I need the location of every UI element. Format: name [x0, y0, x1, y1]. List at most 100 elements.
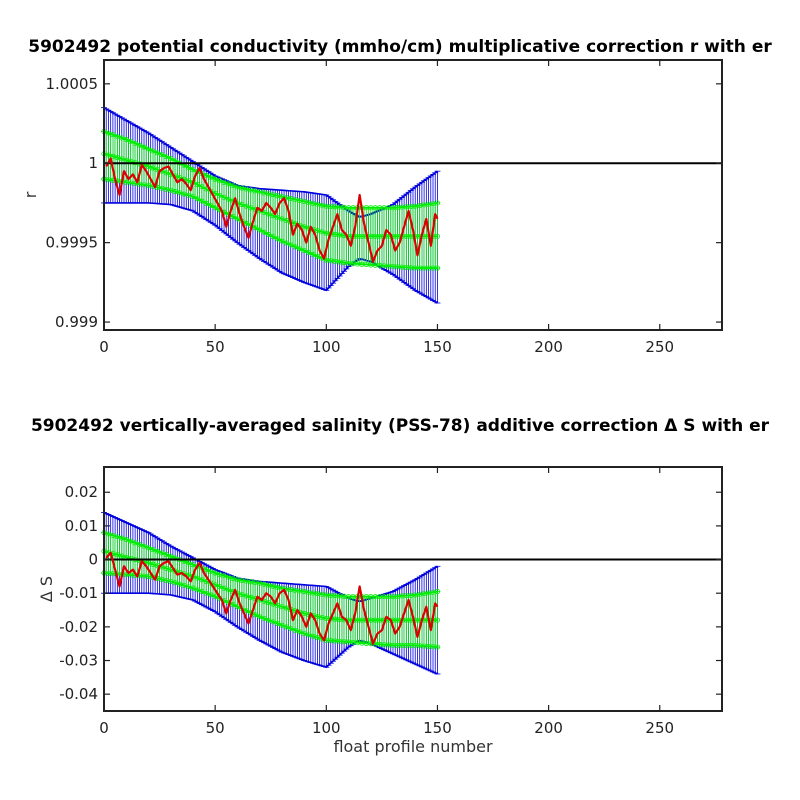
fit-marker	[159, 152, 165, 158]
fit-marker	[185, 164, 192, 170]
fit-marker	[265, 617, 272, 623]
fit-marker	[283, 217, 289, 224]
fit-marker	[168, 578, 174, 585]
fit-marker	[194, 587, 200, 593]
x-axis-label: float profile number	[333, 737, 493, 756]
fit-marker	[243, 593, 249, 599]
fit-marker	[181, 582, 187, 589]
fit-marker	[132, 140, 138, 146]
fit-marker	[283, 624, 289, 630]
fit-marker	[274, 236, 280, 242]
fit-marker	[279, 604, 285, 610]
fit-marker	[145, 545, 152, 551]
x-tick-label: 250	[645, 719, 674, 737]
fit-marker	[190, 585, 196, 591]
fit-marker	[141, 543, 147, 549]
fit-marker	[283, 605, 289, 611]
fit-marker	[270, 234, 276, 240]
fit-marker	[230, 602, 236, 608]
fit-marker	[114, 534, 120, 540]
plot-frame	[103, 466, 723, 712]
x-tick-label: 250	[645, 338, 674, 356]
fit-marker	[128, 138, 134, 144]
fit-marker	[150, 165, 156, 171]
chart-title: 5902492 potential conductivity (mmho/cm)…	[28, 37, 772, 57]
y-tick-label: 0.999	[55, 313, 98, 331]
x-tick-label: 100	[312, 338, 341, 356]
panel-conductivity-correction: 5902492 potential conductivity (mmho/cm)…	[21, 37, 772, 356]
fit-marker	[257, 614, 263, 620]
fit-marker	[105, 531, 112, 537]
fit-marker	[154, 150, 160, 156]
fit-marker	[434, 233, 441, 239]
fit-marker	[297, 629, 303, 635]
y-tick-label: -0.04	[59, 685, 98, 703]
fit-marker	[203, 172, 209, 178]
fit-marker	[216, 583, 223, 590]
outer-error-upper-line	[103, 511, 438, 602]
y-tick-label: 0.02	[65, 483, 98, 501]
fit-marker	[279, 216, 285, 222]
fit-marker	[252, 225, 258, 231]
fit-marker	[301, 630, 307, 637]
x-tick-label: 150	[423, 719, 452, 737]
measured-correction-line	[105, 157, 439, 263]
fit-marker	[154, 548, 160, 554]
fit-marker	[190, 561, 196, 568]
fit-marker	[216, 571, 223, 577]
fit-marker	[434, 588, 441, 595]
fit-marker	[257, 227, 263, 233]
outer-error-lower-line	[104, 202, 438, 304]
y-axis-label: r	[21, 191, 40, 198]
fit-marker	[185, 560, 192, 566]
fit-marker	[243, 203, 249, 209]
fit-marker	[119, 535, 125, 541]
fit-marker	[203, 590, 209, 596]
fit-marker	[212, 205, 218, 211]
fit-marker	[194, 181, 200, 188]
fit-marker	[274, 602, 280, 608]
fit-marker	[434, 265, 441, 271]
y-tick-label: 0	[88, 551, 98, 569]
fit-marker	[434, 644, 441, 650]
fit-marker	[185, 178, 192, 184]
y-tick-label: 0.9995	[46, 234, 99, 252]
fit-marker	[150, 546, 156, 553]
plot-frame	[103, 59, 723, 331]
fit-marker	[434, 200, 441, 206]
x-tick-label: 100	[312, 719, 341, 737]
fit-marker	[265, 211, 272, 217]
fit-marker	[199, 184, 205, 190]
fit-marker	[221, 573, 227, 579]
fit-marker	[225, 196, 232, 202]
fit-marker	[154, 166, 160, 173]
fit-marker	[208, 202, 214, 209]
panel-salinity-correction: 5902492 vertically-averaged salinity (PS…	[31, 416, 770, 756]
fit-marker	[163, 153, 169, 160]
fit-marker	[199, 198, 205, 204]
fit-marker	[119, 135, 125, 141]
fit-marker	[261, 209, 267, 216]
x-tick-label: 200	[534, 719, 563, 737]
y-tick-label: -0.02	[59, 618, 98, 636]
fit-marker	[234, 604, 240, 610]
fit-marker	[136, 541, 143, 548]
fit-marker	[208, 174, 214, 180]
fit-marker	[194, 575, 200, 581]
fit-marker	[243, 608, 249, 614]
fit-marker	[212, 176, 218, 182]
fit-marker	[123, 136, 129, 143]
fit-marker	[150, 148, 156, 154]
fit-marker	[265, 231, 272, 237]
fit-marker	[230, 182, 236, 189]
fit-marker	[270, 619, 276, 625]
fit-marker	[252, 612, 258, 618]
fit-marker	[212, 593, 218, 600]
fit-marker	[199, 577, 205, 583]
measured-correction-line	[105, 551, 439, 645]
fit-marker	[261, 598, 267, 604]
fit-marker	[168, 553, 174, 559]
fit-marker	[230, 214, 236, 220]
y-tick-label: -0.03	[59, 652, 98, 670]
fit-marker	[310, 633, 316, 639]
